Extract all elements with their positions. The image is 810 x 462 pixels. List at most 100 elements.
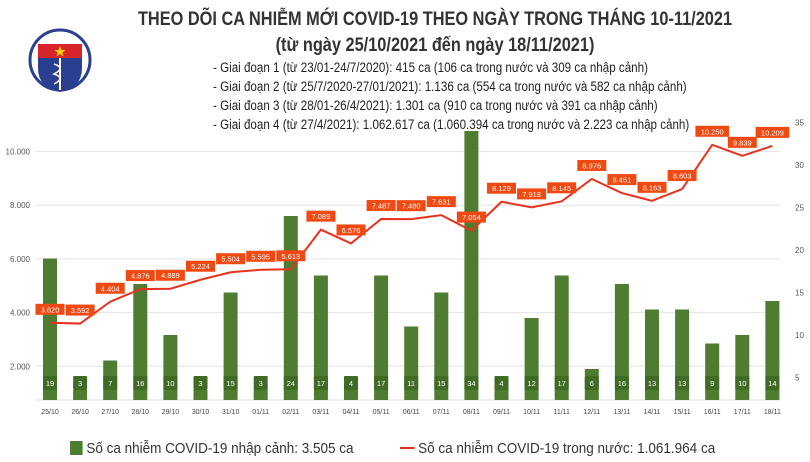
bar-label-box [43, 376, 57, 390]
line-label-box [695, 125, 729, 137]
chart-title: THEO DÕI CA NHIỄM MỚI COVID-19 THEO NGÀY… [137, 9, 733, 30]
bar-label: 4 [349, 379, 353, 388]
line-label-box [65, 304, 95, 316]
line-label: 10.250 [701, 127, 724, 136]
bar [193, 390, 208, 400]
ministry-of-health-logo [28, 20, 92, 105]
line-label-box [667, 170, 697, 182]
x-tick-label: 31/10 [222, 409, 240, 416]
bar [765, 301, 780, 400]
bar-label: 15 [226, 379, 234, 388]
bar-label-box [584, 376, 599, 390]
legend-line-swatch [400, 447, 415, 449]
x-tick-label: 30/10 [192, 409, 210, 416]
x-tick-label: 28/10 [132, 409, 150, 416]
right-axis-tick: 20 [795, 246, 804, 255]
phase-note: - Giai đoạn 3 (từ 28/01-26/4/2021): 1.30… [213, 98, 658, 113]
right-axis-tick: 10 [795, 331, 804, 340]
bar-label-box [614, 376, 629, 390]
x-tick-label: 07/11 [433, 409, 450, 416]
bar-label: 3 [78, 379, 82, 388]
bar-label-box [253, 376, 268, 390]
line-label-box [577, 159, 607, 171]
bar-label: 17 [317, 379, 325, 388]
bar-label-box [645, 376, 659, 390]
line-label: 3.592 [71, 306, 90, 315]
line-label: 8.129 [492, 184, 511, 193]
x-tick-label: 04/11 [343, 409, 360, 416]
line-label: 8.976 [582, 161, 601, 170]
legend-bar-label: Số ca nhiễm COVID-19 nhập cảnh: 3.505 ca [86, 440, 354, 457]
bar-label-box [464, 376, 479, 390]
bar [464, 131, 479, 400]
x-tick-label: 26/10 [71, 409, 89, 416]
bar-label-box [193, 376, 208, 390]
line-label: 5.224 [191, 262, 210, 271]
line-label-box [456, 211, 486, 223]
bar-label: 3 [259, 379, 263, 388]
line-label: 4.404 [101, 284, 120, 293]
line-label-box [396, 200, 426, 212]
bar-label-box [434, 376, 449, 390]
bar-label-box [133, 376, 148, 390]
x-tick-label: 17/11 [734, 409, 751, 416]
line-label: 9.839 [733, 138, 752, 147]
line-label-box [336, 224, 366, 236]
line-label-box [155, 269, 185, 281]
bar-label: 24 [287, 379, 295, 388]
bar [735, 335, 750, 400]
bar-label-box [283, 376, 298, 390]
line-label: 4.876 [131, 272, 150, 281]
bar-label: 16 [618, 379, 626, 388]
line-label-box [276, 250, 306, 262]
line-label-box [186, 260, 215, 272]
line-label-box [487, 182, 516, 194]
bar-label: 6 [590, 379, 594, 388]
line-label: 7.918 [522, 190, 541, 199]
x-tick-label: 15/11 [674, 409, 691, 416]
line-label: 6.576 [342, 226, 361, 235]
bar-label: 13 [678, 379, 686, 388]
right-axis-tick: 5 [795, 374, 800, 383]
bar-label-box [344, 376, 358, 390]
line-label-box [306, 210, 336, 222]
left-axis-tick: 2.000 [10, 362, 31, 371]
x-tick-label: 14/11 [644, 409, 661, 416]
right-axis-tick: 35 [795, 119, 804, 128]
left-axis-tick: 6.000 [10, 255, 31, 264]
x-tick-label: 10/11 [523, 409, 540, 416]
phase-note: - Giai đoạn 1 (từ 23/01-24/7/2020): 415 … [213, 60, 648, 75]
bar [73, 390, 88, 400]
line-label-box [755, 126, 790, 138]
bar [313, 275, 328, 400]
line-label: 8.451 [613, 176, 632, 185]
bar-label: 3 [198, 379, 202, 388]
left-axis-tick: 10.000 [6, 148, 31, 157]
line-label-box [216, 253, 246, 265]
right-axis-tick: 25 [795, 204, 804, 213]
bar-label: 10 [738, 379, 746, 388]
x-tick-label: 01/11 [252, 409, 269, 416]
line-label: 4.889 [161, 271, 180, 280]
bar [705, 343, 720, 400]
line-label-box [727, 136, 757, 148]
bar-label-box [494, 376, 509, 390]
line-label-box [547, 182, 577, 194]
bar-label: 34 [467, 379, 475, 388]
bar-label-box [675, 376, 690, 390]
phase-note: - Giai đoạn 2 (từ 25/7/2020-27/01/2021):… [213, 79, 687, 94]
line-label-box [637, 181, 667, 193]
bar [374, 275, 389, 400]
line-label: 8.603 [673, 172, 692, 181]
x-tick-label: 27/10 [101, 409, 119, 416]
x-tick-label: 12/11 [583, 409, 600, 416]
line-label-box [125, 270, 155, 282]
line-label-box [607, 174, 637, 186]
line-label: 7.089 [312, 212, 331, 221]
phase-note: - Giai đoạn 4 (từ 27/4/2021): 1.062.617 … [213, 117, 690, 132]
line-label-box [35, 303, 65, 315]
bar-label-box [524, 376, 539, 390]
bar [554, 275, 569, 400]
line-label-box [246, 250, 276, 262]
